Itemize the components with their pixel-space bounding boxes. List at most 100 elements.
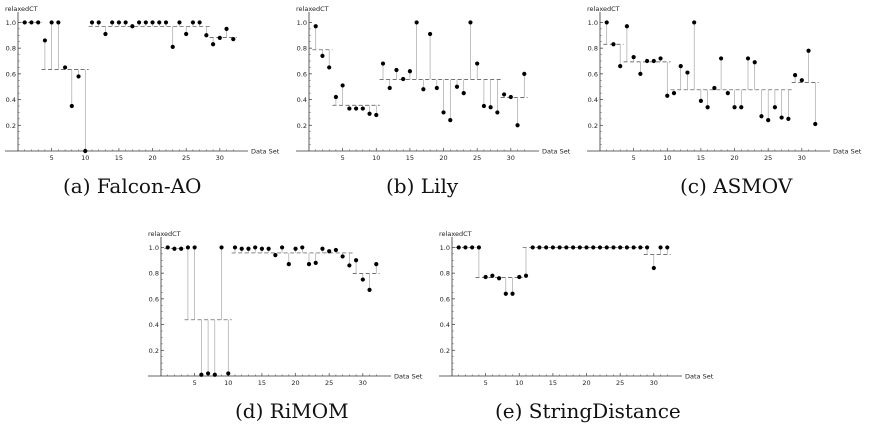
data-point [259, 246, 265, 251]
x-tick-label: 10 [372, 154, 380, 162]
panel-caption: (b) Lily [386, 174, 459, 198]
x-tick-label: 10 [663, 154, 671, 162]
data-point [333, 94, 339, 100]
data-point [172, 246, 177, 251]
data-point [766, 118, 771, 123]
data-point [745, 56, 751, 61]
x-tick-label: 15 [549, 379, 557, 387]
data-point [130, 24, 135, 29]
y-tick-label: 1.0 [6, 19, 16, 27]
y-tick-label: 0.2 [440, 347, 450, 355]
data-point [651, 265, 656, 271]
y-tick-label: 1.0 [297, 19, 307, 27]
data-point [468, 20, 473, 25]
data-point [671, 91, 677, 96]
chart-panel-2: 0.2 0.4 0.6 0.8 1.0 5 10 15 20 25 30 relaxedCT Data … [296, 4, 576, 164]
data-point [42, 38, 48, 43]
data-point [732, 105, 737, 110]
x-tick-label: 30 [359, 379, 367, 387]
y-tick-label: 0.4 [440, 321, 450, 329]
y-axis-label: relaxedCT [5, 5, 38, 13]
data-point [387, 85, 392, 91]
data-point [461, 91, 466, 96]
data-point [313, 24, 318, 29]
data-point [165, 245, 170, 250]
data-point [570, 245, 576, 250]
data-point [340, 254, 345, 259]
data-point [239, 246, 244, 251]
data-point [813, 121, 818, 127]
data-point [136, 20, 142, 25]
data-point [739, 105, 744, 110]
chart-panel-5: 0.2 0.4 0.6 0.8 1.0 5 10 15 20 25 30 relaxedCT Data … [439, 229, 717, 389]
data-point [530, 245, 535, 250]
data-point [490, 273, 495, 278]
data-point [454, 84, 460, 89]
data-point [340, 83, 345, 88]
y-tick-label: 0.4 [297, 96, 307, 104]
data-point [550, 245, 556, 250]
data-point [286, 262, 291, 267]
data-point [232, 245, 238, 250]
data-point [313, 260, 318, 265]
data-point [799, 78, 804, 83]
y-tick-label: 0.2 [588, 122, 598, 130]
x-tick-label: 25 [616, 379, 624, 387]
data-point [170, 44, 175, 49]
data-point [665, 245, 670, 250]
data-point [577, 245, 582, 250]
data-point [644, 245, 650, 250]
panel-caption: (d) RiMOM [235, 399, 349, 423]
y-tick-label: 1.0 [588, 19, 598, 27]
data-point [631, 245, 636, 250]
data-point [116, 20, 122, 25]
data-point [759, 114, 764, 119]
y-tick-label: 0.4 [6, 96, 16, 104]
y-axis-label: relaxedCT [439, 230, 472, 238]
data-point [725, 91, 730, 96]
data-point [246, 246, 251, 251]
data-point [185, 245, 191, 250]
data-point [204, 33, 209, 38]
x-tick-label: 5 [50, 154, 54, 162]
panel-caption: (c) ASMOV [680, 174, 793, 198]
chart-svg: 0.2 0.4 0.6 0.8 1.0 5 10 15 20 25 30 relaxedCT Data … [148, 230, 423, 387]
x-tick-label: 10 [81, 154, 89, 162]
data-point [597, 245, 603, 250]
y-tick-label: 1.0 [440, 244, 450, 252]
data-point [300, 245, 305, 250]
x-tick-label: 20 [730, 154, 738, 162]
x-tick-label: 10 [515, 379, 523, 387]
x-tick-label: 5 [632, 154, 636, 162]
data-point [508, 94, 513, 100]
data-point [591, 245, 596, 250]
data-point [184, 31, 189, 37]
data-point [293, 246, 298, 251]
data-point [779, 115, 784, 120]
panel-caption: (e) StringDistance [495, 399, 681, 423]
data-point [83, 148, 88, 154]
x-tick-label: 10 [224, 379, 232, 387]
data-point [273, 253, 278, 258]
data-point [658, 245, 663, 250]
data-point [96, 20, 101, 25]
data-point [618, 245, 623, 250]
y-tick-label: 0.6 [149, 295, 159, 303]
y-axis-label: relaxedCT [587, 5, 620, 13]
data-point [266, 246, 271, 251]
data-point [62, 65, 68, 70]
data-point [380, 61, 386, 66]
chart-panel-1: 0.2 0.4 0.6 0.8 1.0 5 10 15 20 25 30 relaxedCT Data … [5, 4, 285, 164]
x-tick-label: 5 [484, 379, 488, 387]
x-axis-label: Data Set [542, 148, 571, 156]
data-point [427, 31, 433, 37]
data-point [123, 20, 128, 25]
chart-svg: 0.2 0.4 0.6 0.8 1.0 5 10 15 20 25 30 relaxedCT Data … [5, 5, 280, 162]
data-point [638, 71, 643, 76]
chart-panel-3: 0.2 0.4 0.6 0.8 1.0 5 10 15 20 25 30 relaxedCT Data … [587, 4, 867, 164]
data-point [306, 262, 312, 267]
data-point [212, 372, 217, 377]
x-axis-label: Data Set [833, 148, 862, 156]
x-tick-label: 25 [182, 154, 190, 162]
data-point [503, 291, 508, 296]
